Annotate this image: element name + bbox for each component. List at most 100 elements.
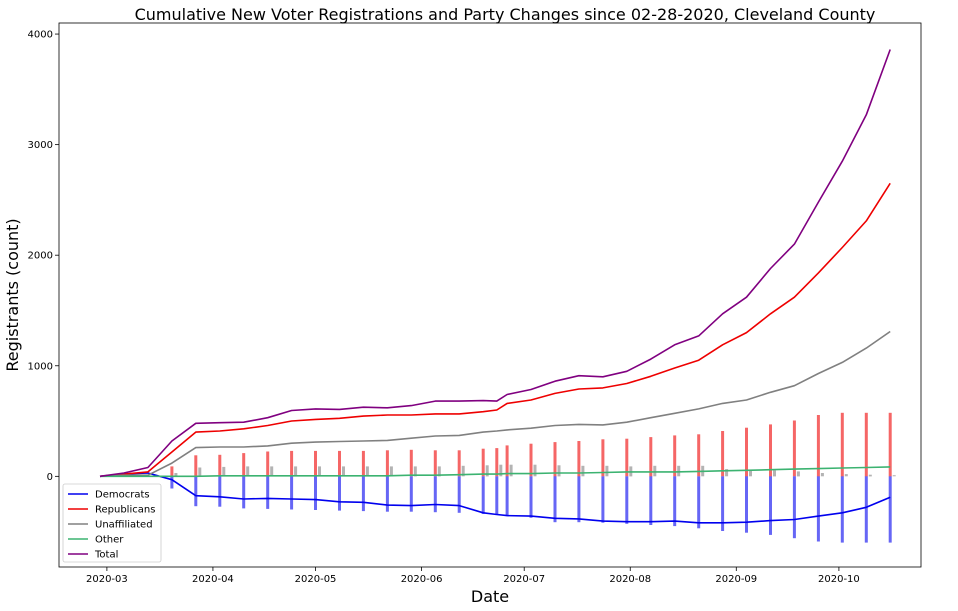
bar — [270, 466, 274, 477]
bar — [495, 476, 499, 515]
bar — [820, 473, 824, 477]
bar — [653, 465, 657, 477]
bar — [457, 450, 461, 477]
bar — [170, 476, 174, 489]
bar — [499, 464, 503, 477]
bar — [361, 450, 365, 477]
bar — [170, 466, 174, 477]
bars-layer — [170, 412, 896, 543]
bar — [266, 476, 270, 509]
series-line-total — [99, 49, 891, 478]
bar — [649, 476, 653, 525]
x-tick-label: 2020-06 — [401, 574, 443, 585]
series-line-democrats — [99, 472, 891, 524]
series-line-other — [100, 466, 891, 478]
bar — [892, 475, 896, 477]
bar — [601, 439, 605, 477]
bar — [625, 438, 629, 477]
bar — [697, 476, 701, 529]
bar — [222, 466, 226, 477]
bar — [385, 476, 389, 512]
lines-layer — [99, 49, 891, 524]
bar — [745, 427, 748, 477]
legend-label: Other — [95, 535, 124, 546]
bar — [864, 476, 868, 543]
bar — [816, 415, 820, 477]
bar — [314, 476, 317, 510]
bar — [242, 476, 246, 509]
series-line-unaffiliated — [99, 330, 891, 478]
x-axis-label: Date — [471, 587, 509, 606]
bar — [721, 476, 725, 531]
bar — [557, 465, 561, 477]
x-tick-label: 2020-07 — [503, 574, 545, 585]
bar — [218, 454, 222, 477]
bar — [246, 466, 250, 477]
x-axis: 2020-03 2020-04 2020-05 2020-06 2020-07 2020-… — [86, 567, 860, 585]
bar — [796, 471, 800, 477]
bar — [194, 455, 198, 477]
bar — [725, 469, 729, 477]
bar — [294, 466, 298, 477]
bar — [485, 465, 489, 477]
bar — [481, 476, 485, 514]
bar — [581, 465, 585, 477]
chart-title: Cumulative New Voter Registrations and P… — [135, 5, 876, 24]
bar — [495, 448, 499, 477]
bar — [840, 412, 844, 477]
bar — [433, 476, 437, 513]
legend-label: Total — [94, 550, 118, 561]
bar — [844, 474, 848, 477]
y-tick-label: 0 — [47, 472, 53, 483]
bar — [868, 474, 872, 477]
bar — [649, 437, 653, 477]
bar — [673, 435, 677, 477]
bar — [529, 443, 533, 477]
bar — [385, 450, 389, 477]
legend-label: Democrats — [95, 490, 150, 501]
bar — [792, 476, 796, 539]
series-line-republicans — [99, 182, 891, 478]
bar — [509, 464, 513, 477]
bar — [673, 476, 677, 527]
bar — [433, 450, 437, 477]
bar — [533, 464, 537, 477]
bar — [389, 466, 393, 477]
bar — [505, 445, 509, 477]
bar — [365, 466, 369, 477]
bar — [457, 476, 461, 513]
bar — [461, 465, 465, 477]
y-tick-label: 1000 — [28, 361, 53, 372]
bar — [577, 441, 581, 477]
bar — [342, 466, 345, 477]
x-tick-label: 2020-04 — [192, 574, 234, 585]
bar — [218, 476, 222, 507]
bar — [749, 469, 752, 477]
bar — [194, 476, 198, 507]
y-tick-label: 3000 — [28, 140, 53, 151]
bar — [290, 476, 294, 510]
bar — [769, 424, 772, 477]
bar — [437, 466, 441, 477]
x-tick-label: 2020-09 — [715, 574, 757, 585]
x-tick-label: 2020-03 — [86, 574, 128, 585]
y-tick-label: 4000 — [28, 30, 53, 41]
bar — [409, 449, 413, 477]
plot-frame — [58, 22, 922, 568]
bar — [773, 470, 776, 477]
y-tick-label: 2000 — [28, 251, 53, 262]
bar — [605, 465, 609, 477]
y-axis-label: Registrants (count) — [3, 218, 22, 371]
x-tick-label: 2020-08 — [609, 574, 651, 585]
bar — [840, 476, 844, 543]
bar — [338, 476, 341, 511]
bar — [413, 466, 417, 477]
bar — [290, 450, 294, 477]
bar — [864, 412, 868, 477]
bar — [625, 476, 629, 524]
bar — [792, 420, 796, 477]
bar — [816, 476, 820, 542]
legend-label: Unaffiliated — [95, 520, 153, 531]
legend-label: Republicans — [95, 505, 155, 516]
